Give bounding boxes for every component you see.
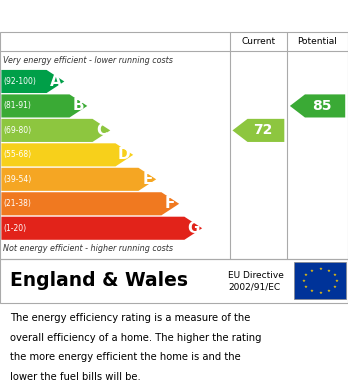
Text: overall efficiency of a home. The higher the rating: overall efficiency of a home. The higher… [10, 333, 262, 343]
Polygon shape [290, 94, 345, 117]
Text: The energy efficiency rating is a measure of the: The energy efficiency rating is a measur… [10, 313, 251, 323]
Text: (69-80): (69-80) [3, 126, 32, 135]
Polygon shape [232, 119, 284, 142]
Text: F: F [165, 196, 175, 211]
Text: 85: 85 [312, 99, 332, 113]
Text: the more energy efficient the home is and the: the more energy efficient the home is an… [10, 352, 241, 362]
Text: Not energy efficient - higher running costs: Not energy efficient - higher running co… [3, 244, 174, 253]
Text: C: C [96, 123, 107, 138]
Text: ★: ★ [318, 267, 322, 271]
Text: ★: ★ [333, 285, 337, 289]
Text: ★: ★ [310, 269, 314, 273]
Polygon shape [1, 94, 87, 117]
Text: (92-100): (92-100) [3, 77, 36, 86]
Text: ★: ★ [304, 273, 308, 277]
Polygon shape [1, 143, 133, 167]
Text: B: B [73, 99, 84, 113]
Bar [294, 262, 346, 299]
Text: (55-68): (55-68) [3, 151, 32, 160]
Text: ★: ★ [326, 289, 331, 293]
Text: (39-54): (39-54) [3, 175, 32, 184]
Text: E: E [142, 172, 152, 187]
Polygon shape [1, 192, 179, 215]
Text: (1-20): (1-20) [3, 224, 26, 233]
Text: (81-91): (81-91) [3, 101, 31, 110]
Polygon shape [1, 70, 64, 93]
Polygon shape [1, 217, 202, 240]
Text: EU Directive: EU Directive [228, 271, 284, 280]
Text: lower the fuel bills will be.: lower the fuel bills will be. [10, 371, 141, 382]
Text: ★: ★ [335, 279, 339, 283]
Text: D: D [118, 147, 130, 162]
Text: ★: ★ [333, 273, 337, 277]
Text: ★: ★ [310, 289, 314, 293]
Text: ★: ★ [318, 291, 322, 294]
Text: ★: ★ [304, 285, 308, 289]
Text: Energy Efficiency Rating: Energy Efficiency Rating [7, 9, 228, 23]
Text: Very energy efficient - lower running costs: Very energy efficient - lower running co… [3, 56, 173, 65]
Text: Potential: Potential [298, 37, 338, 46]
Text: (21-38): (21-38) [3, 199, 31, 208]
Text: A: A [49, 74, 61, 89]
Polygon shape [1, 119, 110, 142]
Polygon shape [1, 168, 156, 191]
Text: Current: Current [241, 37, 276, 46]
Text: 72: 72 [253, 124, 272, 137]
Text: 2002/91/EC: 2002/91/EC [228, 283, 280, 292]
Text: ★: ★ [301, 279, 306, 283]
Text: ★: ★ [326, 269, 331, 273]
Text: England & Wales: England & Wales [10, 271, 188, 290]
Text: G: G [187, 221, 199, 236]
